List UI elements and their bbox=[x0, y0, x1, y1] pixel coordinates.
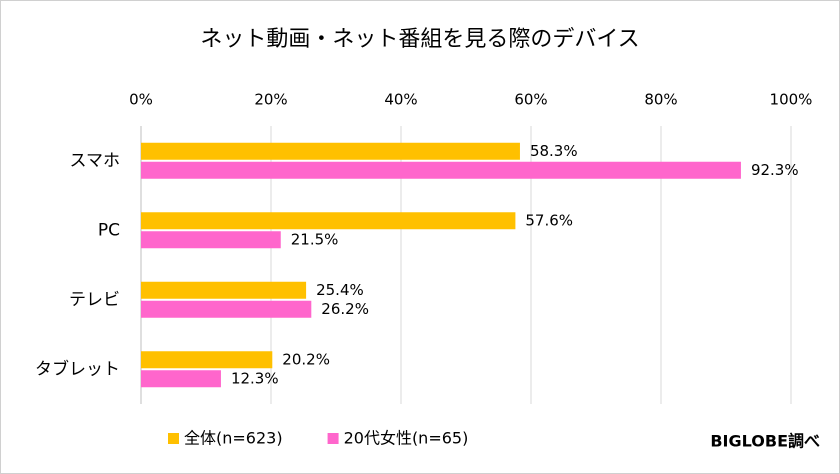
source-note: BIGLOBE調べ bbox=[710, 432, 820, 451]
bar bbox=[141, 161, 741, 179]
bar bbox=[141, 300, 312, 318]
value-label: 58.3% bbox=[530, 142, 578, 160]
value-label: 20.2% bbox=[282, 350, 330, 368]
y-tick-label: スマホ bbox=[70, 151, 121, 171]
x-tick-label: 40% bbox=[384, 91, 417, 109]
y-tick-label: テレビ bbox=[69, 290, 120, 310]
value-label: 25.4% bbox=[316, 281, 364, 299]
bar bbox=[141, 142, 520, 160]
value-label: 57.6% bbox=[525, 211, 573, 229]
x-tick-label: 100% bbox=[770, 91, 813, 109]
legend-label: 全体(n=623) bbox=[184, 429, 283, 448]
legend-swatch bbox=[168, 433, 179, 444]
bar bbox=[141, 212, 516, 230]
legend-label: 20代女性(n=65) bbox=[344, 429, 469, 448]
legend-swatch bbox=[327, 433, 339, 444]
x-tick-label: 60% bbox=[514, 91, 547, 109]
x-tick-label: 80% bbox=[644, 91, 677, 109]
bar bbox=[141, 281, 307, 299]
bar bbox=[141, 231, 281, 249]
bar bbox=[141, 351, 273, 369]
y-tick-label: タブレット bbox=[35, 358, 120, 379]
x-tick-label: 20% bbox=[254, 91, 287, 109]
y-tick-label: PC bbox=[98, 220, 120, 240]
value-label: 26.2% bbox=[321, 300, 369, 318]
bar bbox=[141, 370, 221, 388]
x-tick-label: 0% bbox=[129, 91, 153, 109]
chart-title: ネット動画・ネット番組を見る際のデバイス bbox=[200, 27, 639, 52]
value-label: 92.3% bbox=[751, 161, 799, 179]
value-label: 12.3% bbox=[231, 369, 279, 387]
value-label: 21.5% bbox=[291, 230, 339, 248]
